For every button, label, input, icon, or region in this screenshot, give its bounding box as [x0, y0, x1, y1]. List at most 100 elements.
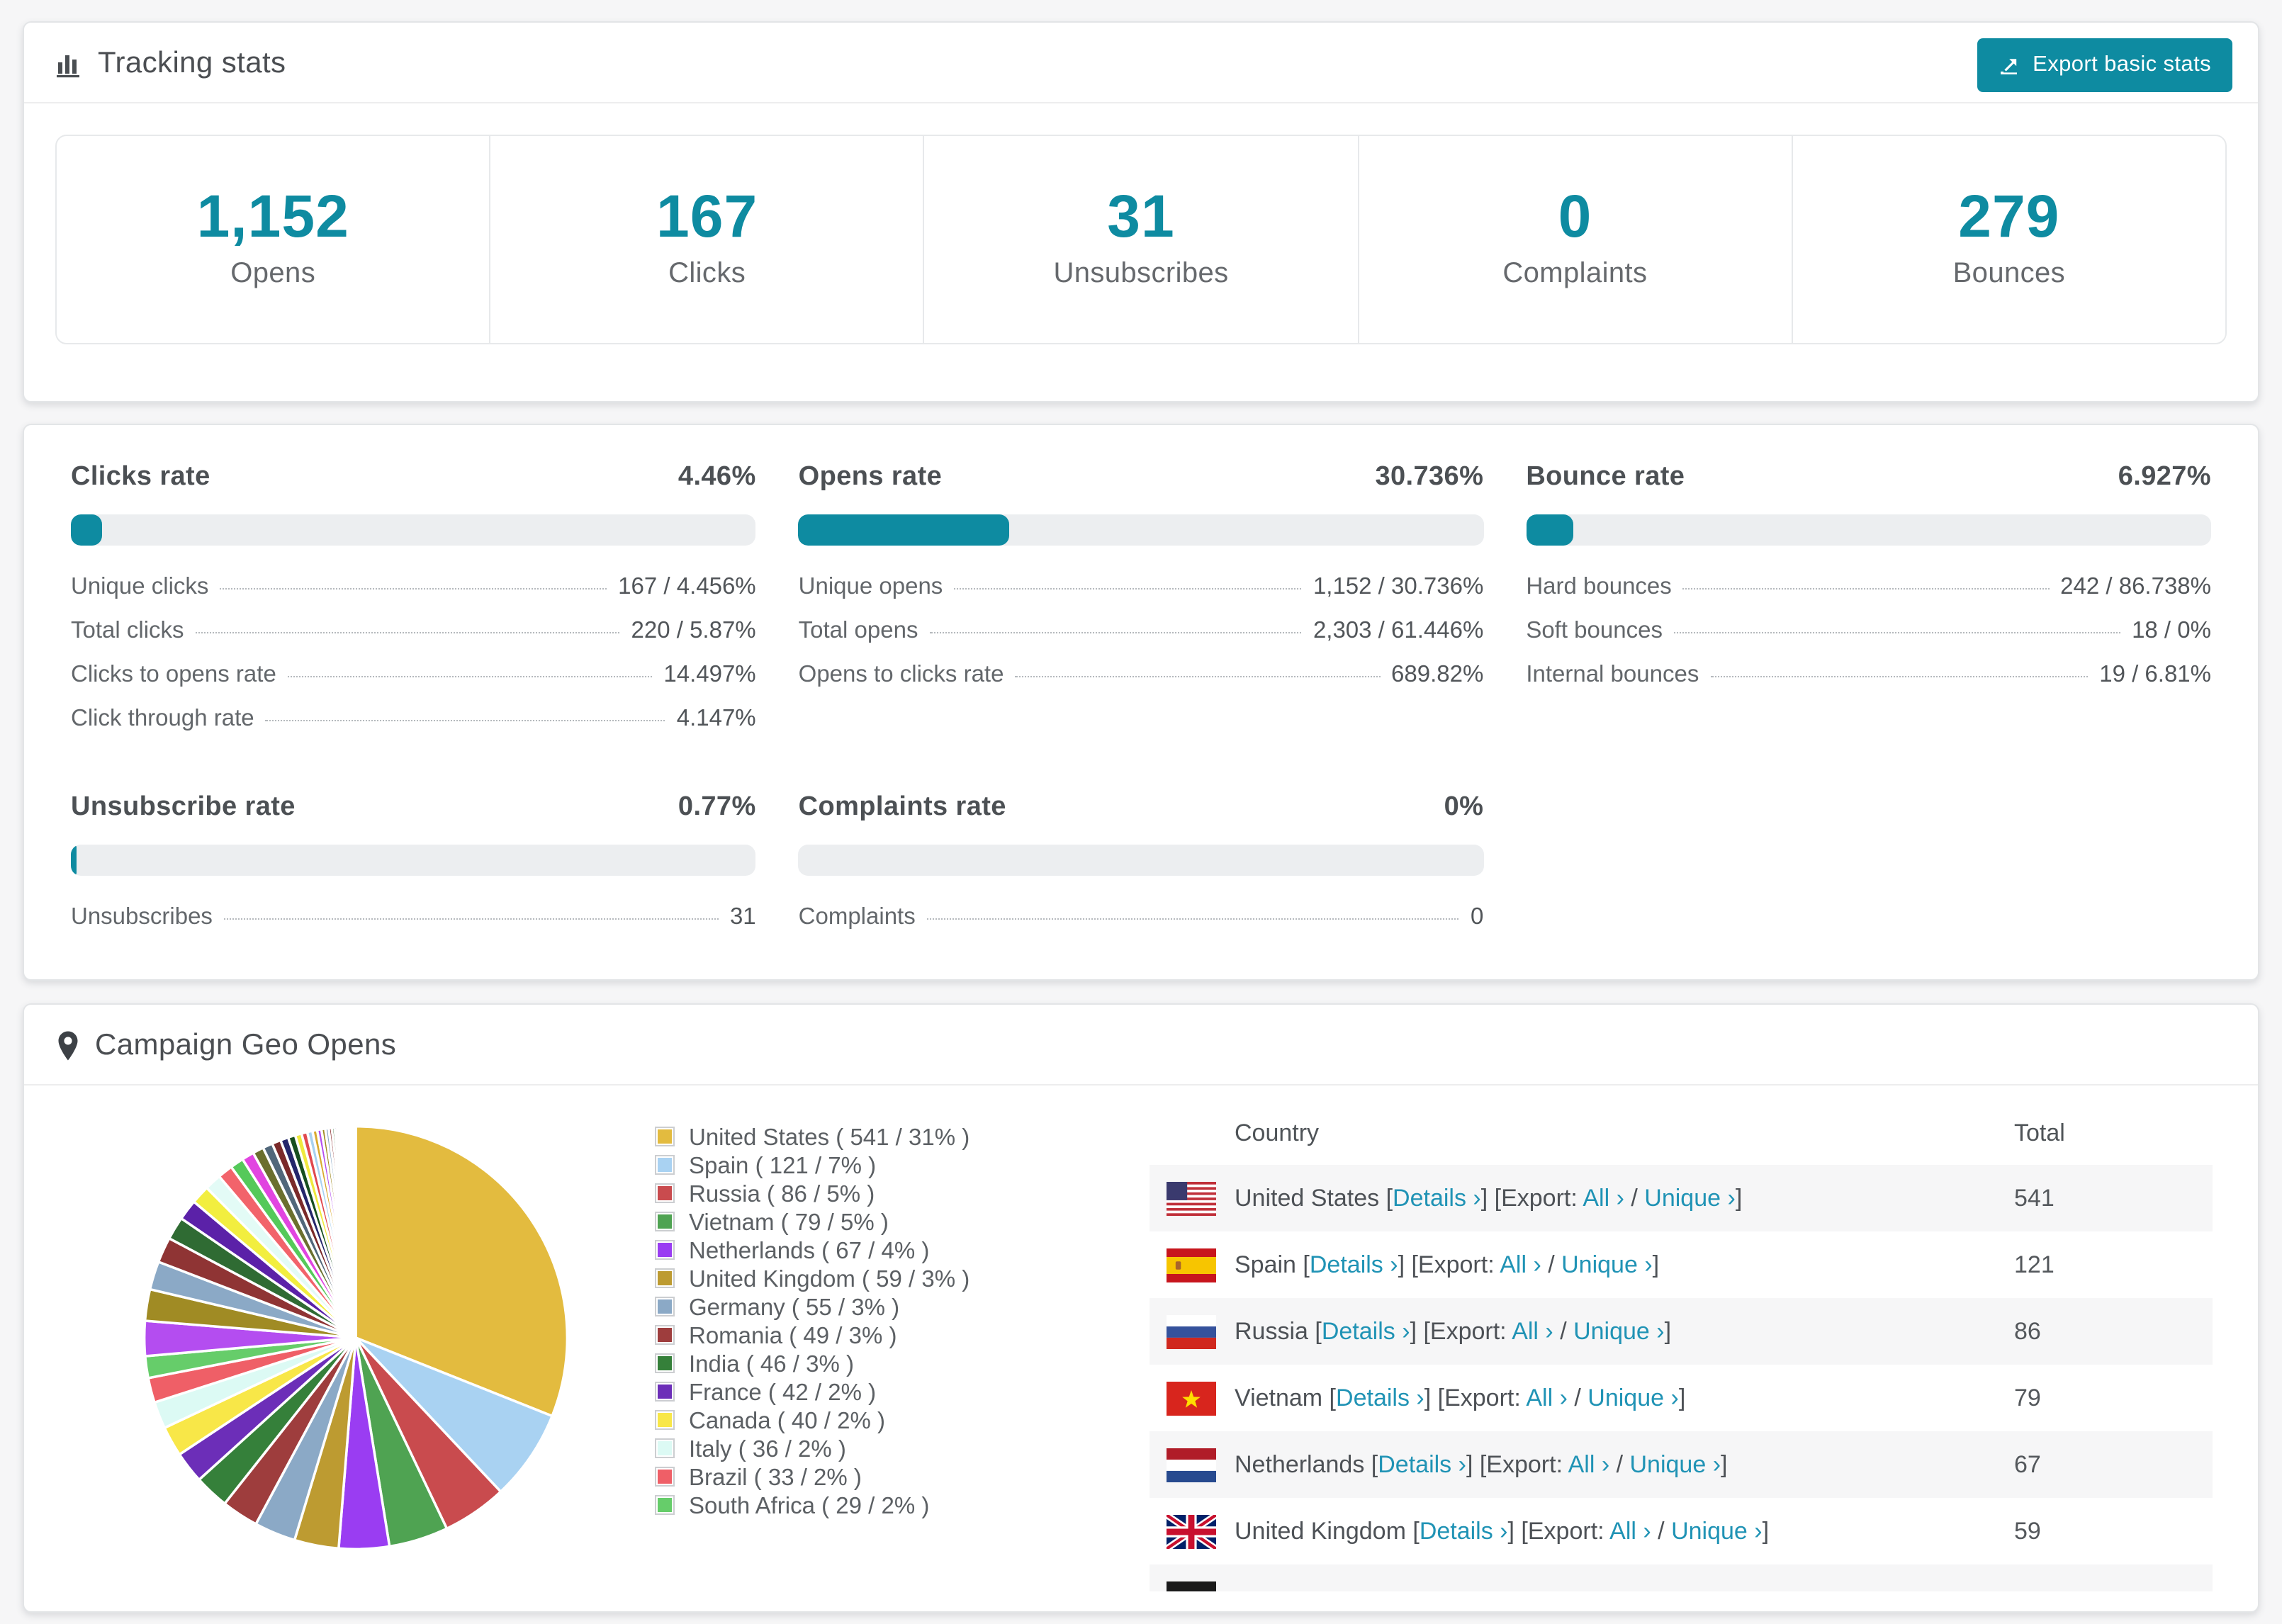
legend-label: United Kingdom ( 59 / 3% ): [689, 1267, 970, 1292]
rate-detail-value: 1,152 / 30.736%: [1313, 574, 1484, 599]
rate-head: Opens rate 30.736%: [799, 462, 1484, 493]
flag-cell: [1167, 1581, 1235, 1591]
legend-item: United Kingdom ( 59 / 3% ): [656, 1267, 1081, 1292]
rate-value: 30.736%: [1375, 462, 1484, 492]
stat-value: 31: [1107, 183, 1175, 249]
export-unique-link[interactable]: Unique ›: [1573, 1317, 1665, 1344]
total-cell: 121: [2014, 1251, 2055, 1278]
link-sep: ] [Export:: [1466, 1450, 1568, 1477]
country-name: Spain [: [1235, 1251, 1310, 1278]
legend-swatch: [656, 1213, 673, 1230]
rate-detail-label: Opens to clicks rate: [798, 662, 1004, 687]
rate-value: 4.46%: [678, 462, 756, 492]
pie-slice[interactable]: [354, 1336, 554, 1494]
export-unique-link[interactable]: Unique ›: [1644, 1184, 1736, 1211]
rate-detail-row: Opens to clicks rate 689.82%: [799, 662, 1484, 689]
legend-label: Italy ( 36 / 2% ): [689, 1437, 846, 1462]
export-all-link[interactable]: All ›: [1568, 1450, 1610, 1477]
stat-label: Bounces: [1952, 258, 2066, 289]
rate-detail-value: 2,303 / 61.446%: [1313, 618, 1484, 643]
legend-swatch: [656, 1326, 673, 1343]
link-sep: /: [1567, 1384, 1588, 1411]
pie-slice[interactable]: [354, 1124, 357, 1338]
legend-swatch: [656, 1496, 673, 1513]
link-sep: ] [Export:: [1507, 1517, 1610, 1544]
export-icon: [1999, 54, 2021, 77]
rate-detail-label: Clicks to opens rate: [71, 662, 276, 687]
table-row: Russia [Details ›] [Export: All › / Uniq…: [1150, 1298, 2213, 1365]
details-link[interactable]: Details ›: [1393, 1184, 1481, 1211]
stat-cell: 31 Unsubscribes: [923, 136, 1357, 343]
legend-label: Netherlands ( 67 / 4% ): [689, 1239, 930, 1264]
country-name: Russia [: [1235, 1317, 1322, 1344]
legend-item: India ( 46 / 3% ): [656, 1352, 1081, 1377]
rate-detail-label: Unsubscribes: [71, 904, 213, 930]
legend-label: Brazil ( 33 / 2% ): [689, 1465, 862, 1491]
rate-block: Clicks rate 4.46% Unique clicks 167 / 4.456…: [71, 462, 756, 733]
export-all-link[interactable]: All ›: [1609, 1517, 1651, 1544]
export-all-link[interactable]: All ›: [1512, 1317, 1553, 1344]
country-cell: Russia [Details ›] [Export: All › / Uniq…: [1235, 1317, 2014, 1346]
export-unique-link[interactable]: Unique ›: [1587, 1384, 1679, 1411]
rate-detail-row: Total clicks 220 / 5.87%: [71, 618, 756, 645]
rate-detail-label: Total clicks: [71, 618, 184, 643]
legend-swatch: [656, 1411, 673, 1428]
export-unique-link[interactable]: Unique ›: [1561, 1251, 1653, 1278]
country-name: Vietnam [: [1235, 1384, 1337, 1411]
link-sep: /: [1609, 1450, 1630, 1477]
legend-label: Vietnam ( 79 / 5% ): [689, 1210, 889, 1236]
export-unique-link[interactable]: Unique ›: [1671, 1517, 1763, 1544]
gb-flag-icon: [1167, 1514, 1216, 1548]
flag-cell: [1167, 1314, 1235, 1348]
dotted-leader: [1673, 632, 2121, 633]
details-link[interactable]: Details ›: [1309, 1251, 1398, 1278]
table-row: Spain [Details ›] [Export: All › / Uniqu…: [1150, 1231, 2213, 1298]
export-all-link[interactable]: All ›: [1526, 1384, 1568, 1411]
export-all-link[interactable]: All ›: [1583, 1184, 1624, 1211]
link-sep: /: [1553, 1317, 1574, 1344]
details-link[interactable]: Details ›: [1336, 1384, 1424, 1411]
vn-flag-icon: [1167, 1381, 1216, 1415]
rate-detail-label: Unique opens: [798, 574, 943, 599]
rate-detail-label: Complaints: [798, 904, 916, 930]
flag-cell: [1167, 1181, 1235, 1215]
link-sep: ]: [1762, 1517, 1770, 1544]
legend-item: Romania ( 49 / 3% ): [656, 1324, 1081, 1349]
legend-label: Germany ( 55 / 3% ): [689, 1295, 900, 1321]
link-sep: /: [1541, 1251, 1562, 1278]
rate-detail-row: Complaints 0: [799, 904, 1484, 931]
rate-title: Unsubscribe rate: [71, 792, 296, 822]
legend-item: Canada ( 40 / 2% ): [656, 1409, 1081, 1434]
link-sep: ]: [1721, 1450, 1728, 1477]
legend-label: South Africa ( 29 / 2% ): [689, 1494, 930, 1519]
geo-body: United States ( 541 / 31% ) Spain ( 121 /…: [24, 1086, 2258, 1611]
dotted-leader: [223, 918, 719, 920]
details-link[interactable]: Details ›: [1321, 1317, 1410, 1344]
total-cell: 59: [2014, 1517, 2041, 1544]
progress-bar: [71, 845, 756, 876]
link-sep: ] [Export:: [1480, 1184, 1583, 1211]
rate-head: Unsubscribe rate 0.77%: [71, 792, 756, 823]
rate-detail-label: Unique clicks: [71, 574, 209, 599]
export-all-link[interactable]: All ›: [1500, 1251, 1541, 1278]
country-name: Netherlands [: [1235, 1450, 1378, 1477]
tracking-stats-header: Tracking stats Export basic stats: [24, 23, 2258, 103]
export-button-label: Export basic stats: [2033, 52, 2211, 77]
legend-item: Italy ( 36 / 2% ): [656, 1437, 1081, 1462]
legend-label: France ( 42 / 2% ): [689, 1380, 877, 1406]
nl-flag-icon: [1167, 1448, 1216, 1482]
flag-cell: [1167, 1381, 1235, 1415]
de-flag-icon: [1167, 1581, 1216, 1591]
rate-block: Unsubscribe rate 0.77% Unsubscribes 31: [71, 792, 756, 931]
export-basic-stats-button[interactable]: Export basic stats: [1977, 38, 2232, 92]
details-link[interactable]: Details ›: [1378, 1450, 1466, 1477]
rate-detail-value: 0: [1470, 904, 1484, 930]
legend-item: South Africa ( 29 / 2% ): [656, 1494, 1081, 1519]
rate-detail-row: Clicks to opens rate 14.497%: [71, 662, 756, 689]
export-unique-link[interactable]: Unique ›: [1629, 1450, 1721, 1477]
total-cell: 541: [2014, 1184, 2055, 1211]
rate-title: Complaints rate: [798, 792, 1006, 822]
stat-cell: 0 Complaints: [1357, 136, 1791, 343]
details-link[interactable]: Details ›: [1419, 1517, 1508, 1544]
pie-slice[interactable]: [354, 1124, 569, 1418]
